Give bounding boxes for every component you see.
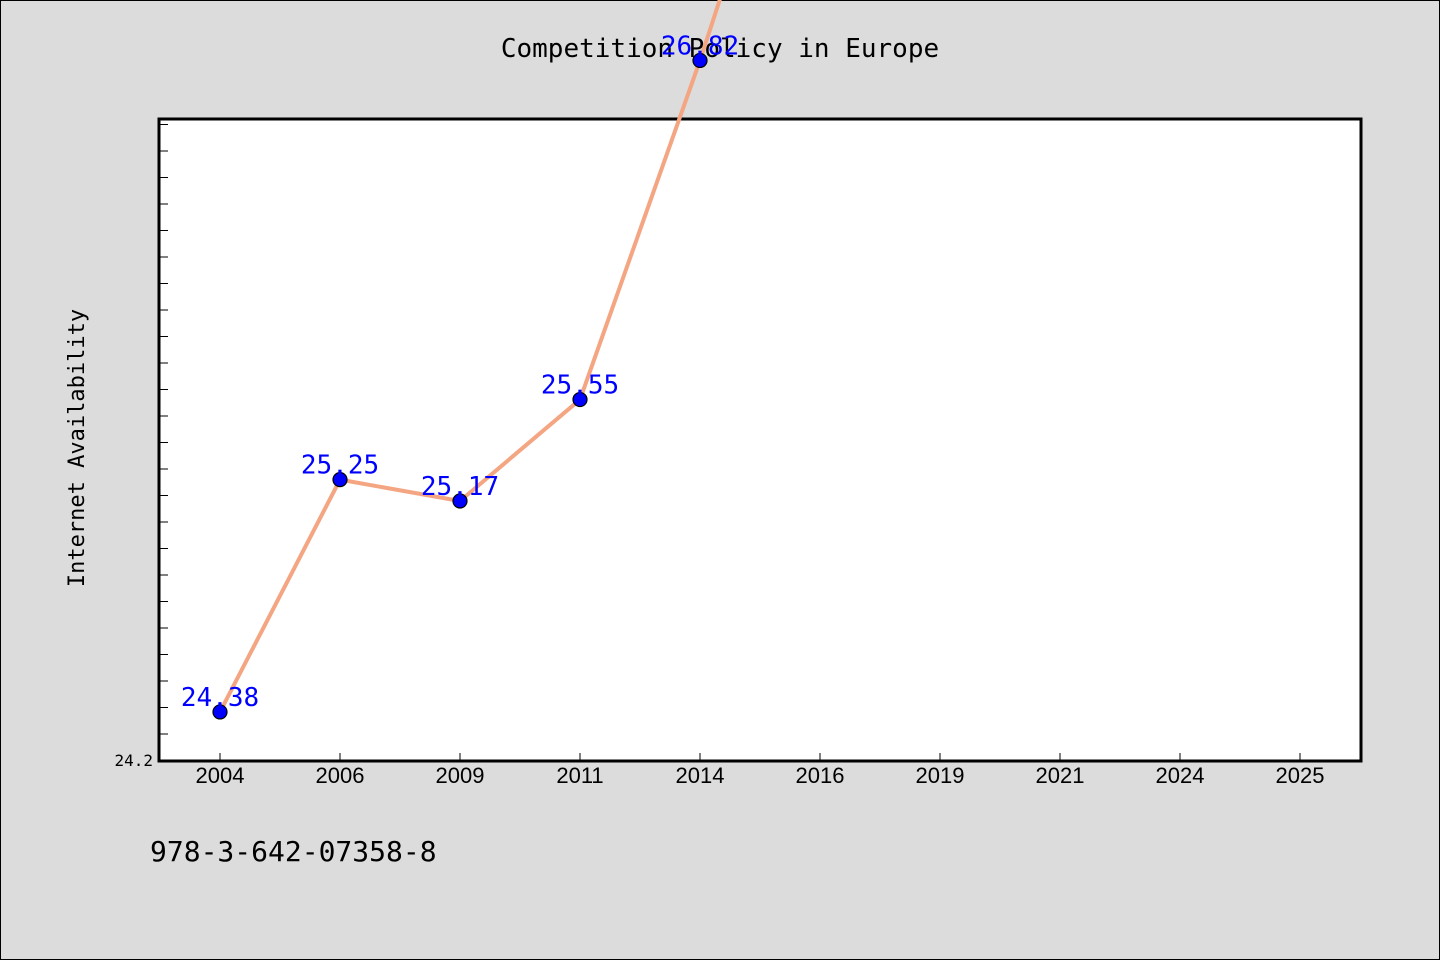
data-labels: 24.3825.2525.1725.5526.8228.228.4227.862…: [181, 31, 739, 713]
x-tick-label: 2021: [1036, 763, 1085, 788]
plot-area: [157, 117, 1363, 763]
series-line: [218, 0, 722, 713]
data-label: 24.38: [181, 683, 259, 713]
x-tick-label: 2011: [556, 763, 603, 788]
y-minor-ticks: [159, 124, 168, 735]
data-point: [692, 52, 708, 69]
data-label: 25.25: [301, 451, 379, 481]
y-axis-label: Internet Availability: [65, 309, 90, 587]
x-ticks: [219, 753, 1301, 761]
x-tick-label: 2004: [196, 763, 245, 788]
isbn-text: 978-3-642-07358-8: [150, 835, 437, 868]
series-markers: [212, 52, 708, 720]
series-line-group: [218, 0, 722, 713]
x-tick-label: 2019: [916, 763, 965, 788]
x-tick-label: 2009: [436, 763, 485, 788]
x-tick-label: 2025: [1276, 763, 1325, 788]
data-point: [572, 391, 588, 408]
data-label: 26.82: [661, 31, 739, 61]
y-tick-labels: 24.2: [114, 751, 153, 770]
chart-title: Competition Policy in Europe: [500, 34, 940, 64]
x-tick-label: 2024: [1156, 763, 1205, 788]
data-point: [332, 472, 348, 488]
data-point: [452, 493, 468, 509]
data-label: 25.17: [421, 472, 499, 502]
x-tick-label: 2006: [316, 763, 365, 788]
x-tick-label: 2016: [796, 763, 845, 788]
x-tick-labels: 2004 2006 2009 2011 2014 2016 2019 2021 2024 2025: [196, 763, 1325, 788]
x-tick-label: 2014: [676, 763, 725, 788]
y-tick-label: 24.2: [114, 751, 153, 770]
data-label: 25.55: [541, 371, 619, 401]
data-point: [212, 704, 228, 720]
